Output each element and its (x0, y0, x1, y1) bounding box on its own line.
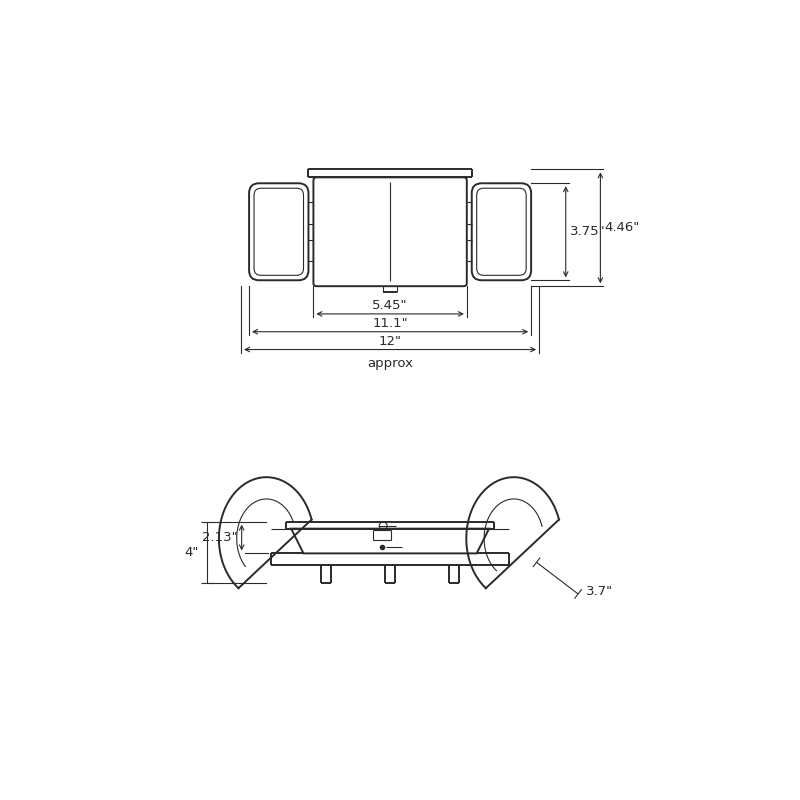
FancyBboxPatch shape (254, 188, 303, 275)
Text: 4.46": 4.46" (604, 222, 639, 234)
Text: 3.75": 3.75" (570, 226, 606, 238)
Text: 12": 12" (378, 334, 402, 347)
Text: 4": 4" (185, 546, 199, 559)
FancyBboxPatch shape (249, 183, 309, 280)
Text: 3.7": 3.7" (586, 586, 613, 598)
Text: 2.13": 2.13" (202, 531, 238, 544)
Text: 5.45": 5.45" (372, 299, 408, 312)
Text: 11.1": 11.1" (372, 317, 408, 330)
FancyBboxPatch shape (472, 183, 531, 280)
FancyBboxPatch shape (477, 188, 526, 275)
FancyBboxPatch shape (314, 178, 466, 286)
Text: approx: approx (367, 358, 413, 370)
Polygon shape (291, 529, 489, 554)
